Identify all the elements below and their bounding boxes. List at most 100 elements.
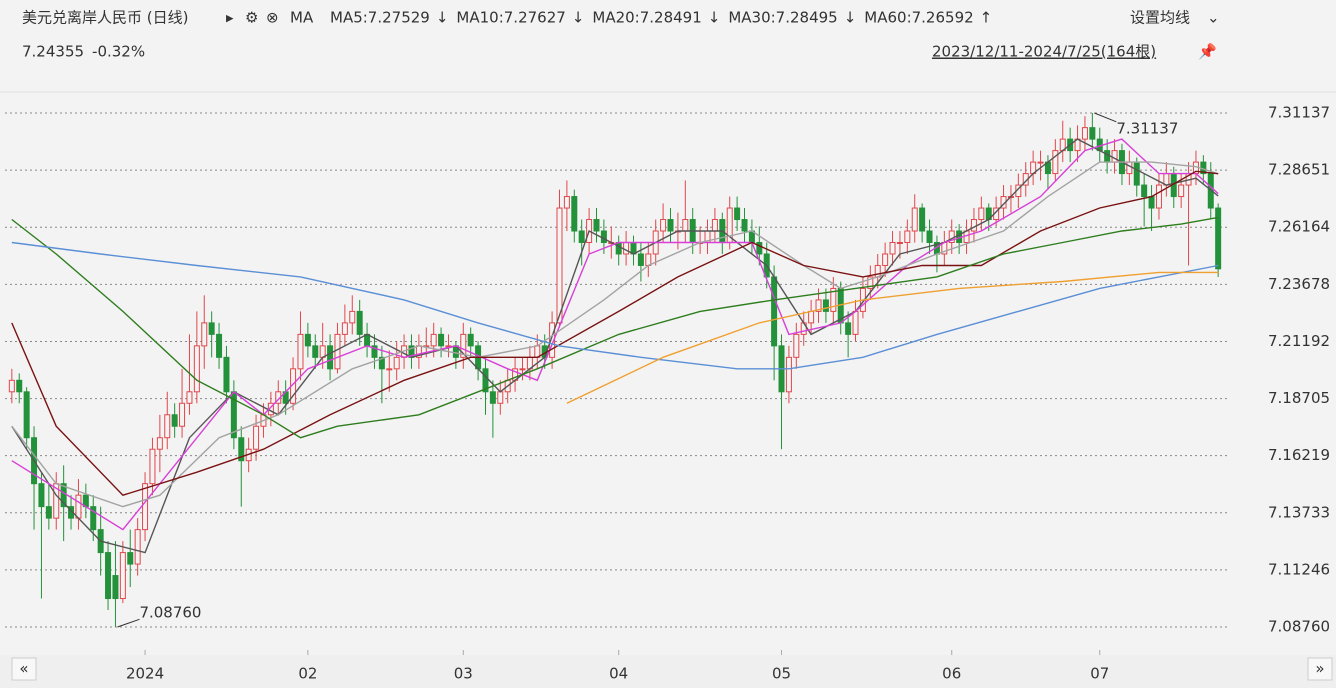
candle-body (23, 391, 30, 439)
candle-body (489, 391, 496, 404)
candle-body (1163, 173, 1170, 186)
settings-button[interactable]: 设置均线 (1130, 9, 1190, 27)
y-tick-label: 7.28651 (1268, 161, 1330, 179)
candle-body (238, 437, 245, 462)
candle-body (1141, 184, 1148, 198)
candle-body (615, 241, 622, 255)
scroll-right-icon[interactable]: » (1315, 660, 1324, 678)
candle-body (460, 333, 467, 358)
candle-body (186, 391, 193, 404)
legend-trend: ↓ (708, 9, 721, 27)
x-tick-label: 06 (942, 665, 961, 683)
candle-body (793, 333, 800, 358)
candle-body (519, 368, 526, 371)
ma-line (11, 161, 1219, 508)
candle-body (1148, 196, 1155, 209)
candle-body (341, 322, 348, 335)
candle-body (623, 241, 630, 255)
candle-body (327, 345, 334, 370)
candle-body (134, 529, 141, 565)
legend: MA5:7.27529 ↓ MA10:7.27627 ↓ MA20:7.28491 ↓ MA… (330, 9, 992, 27)
x-tick-label: 07 (1090, 665, 1109, 683)
close-icon[interactable]: ⊗ (266, 9, 279, 27)
candle-body (297, 333, 304, 370)
candle-body (756, 241, 763, 255)
legend-trend: ↓ (844, 9, 857, 27)
candle-body (201, 322, 208, 347)
candle-body (1037, 161, 1044, 164)
x-axis: 2024 02 03 04 05 06 07 (126, 650, 1109, 683)
candle-body (630, 241, 637, 255)
ma-line (11, 138, 1219, 554)
candle-body (911, 207, 918, 232)
candle-body (600, 230, 607, 243)
expand-icon[interactable]: ▸ (226, 9, 234, 27)
y-tick-label: 7.31137 (1268, 104, 1330, 122)
marker-label: 7.08760 (139, 604, 201, 622)
candle-body (785, 356, 792, 393)
candle-body (105, 552, 112, 600)
candle-body (682, 219, 689, 232)
candle-body (593, 219, 600, 232)
candle-body (356, 310, 363, 335)
candle-body (637, 253, 644, 266)
marker-arrow (117, 618, 140, 628)
legend-label: MA30:7.28495 (728, 9, 837, 27)
legend-label: MA20:7.28491 (592, 9, 701, 27)
candle-body (171, 414, 178, 427)
settings-icon[interactable]: ⚙ (245, 9, 258, 27)
candle-body (852, 310, 859, 335)
candle-body (1052, 150, 1059, 175)
marker-arrow (1094, 112, 1117, 123)
candle-body (90, 506, 97, 531)
candle-body (845, 322, 852, 335)
candle-body (771, 276, 778, 347)
candle-body (808, 310, 815, 324)
candle-body (822, 299, 829, 312)
y-tick-label: 7.26164 (1268, 218, 1330, 236)
candle-body (149, 448, 156, 485)
candle-body (16, 379, 23, 393)
ma-line (11, 216, 1219, 439)
candle-body (334, 333, 341, 370)
date-range: 2023/12/11-2024/7/25(164根) (932, 43, 1156, 61)
last-price: 7.24355 (22, 43, 84, 61)
candle-body (349, 310, 356, 324)
candle-body (393, 356, 400, 370)
y-tick-label: 7.11246 (1268, 560, 1330, 578)
y-tick-label: 7.18705 (1268, 389, 1330, 407)
chart-title: 美元兑离岸人民币 (日线) (22, 9, 188, 27)
candle-body (1089, 127, 1096, 140)
scroll-bar (0, 655, 1336, 688)
candle-body (45, 506, 52, 519)
marker-label: 7.31137 (1116, 120, 1178, 138)
x-tick-label: 03 (454, 665, 473, 683)
candle-body (874, 264, 881, 278)
candle-body (497, 391, 504, 404)
candle-body (319, 345, 326, 358)
dropdown-icon[interactable]: ⌄ (1207, 9, 1220, 27)
candle-body (378, 356, 385, 370)
candle-body (1081, 127, 1088, 140)
candle-body (75, 494, 82, 519)
candle-body (1126, 161, 1133, 175)
candle-body (904, 230, 911, 243)
candle-body (467, 333, 474, 347)
candle-body (142, 483, 149, 531)
candle-body (164, 414, 171, 439)
indicator-label: MA (290, 9, 314, 27)
pin-icon[interactable]: 📌 (1198, 42, 1217, 61)
scroll-right[interactable] (1307, 657, 1333, 681)
ma-line (11, 241, 1219, 370)
candle-body (667, 219, 674, 232)
scroll-left[interactable] (11, 657, 37, 681)
candle-body (1133, 161, 1140, 186)
candle-body (830, 287, 837, 312)
scroll-left-icon[interactable]: « (19, 660, 28, 678)
ma-line (11, 138, 1219, 531)
candle-body (926, 230, 933, 243)
candle-body (430, 333, 437, 347)
candle-body (556, 207, 563, 324)
